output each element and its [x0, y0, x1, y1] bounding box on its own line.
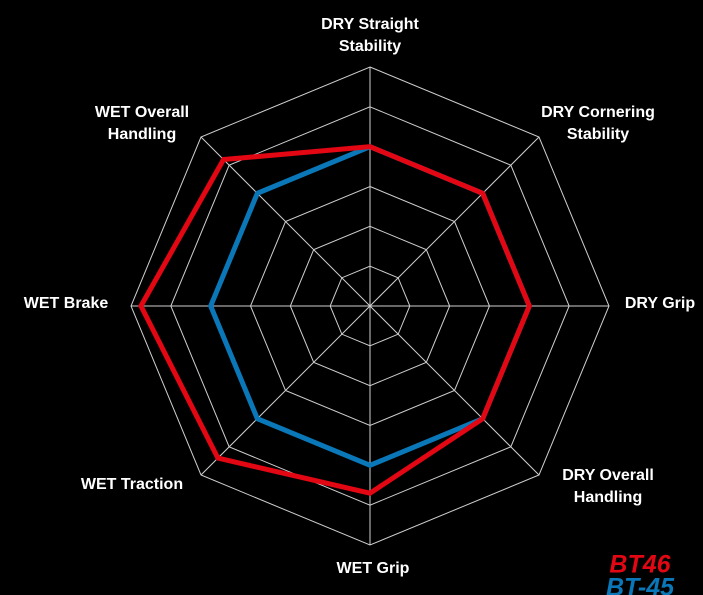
spoke — [369, 305, 540, 476]
spoke — [369, 136, 540, 307]
axis-label: WET Traction — [80, 476, 184, 493]
axis-label: WET Brake — [23, 295, 109, 312]
axis-label: DRY Straight Stability — [321, 16, 419, 55]
axis-label: DRY Grip — [624, 295, 696, 312]
series-polygon — [138, 144, 533, 496]
axis-label: DRY Cornering Stability — [541, 104, 655, 143]
spoke — [200, 305, 371, 476]
axis-label: DRY Overall Handling — [562, 467, 654, 506]
axis-label: WET Grip — [336, 560, 410, 577]
legend-entry: BT46 — [609, 551, 671, 579]
legend-entry: BT-45 — [606, 574, 675, 595]
axis-label: WET Overall Handling — [94, 104, 190, 143]
spoke — [200, 136, 371, 307]
